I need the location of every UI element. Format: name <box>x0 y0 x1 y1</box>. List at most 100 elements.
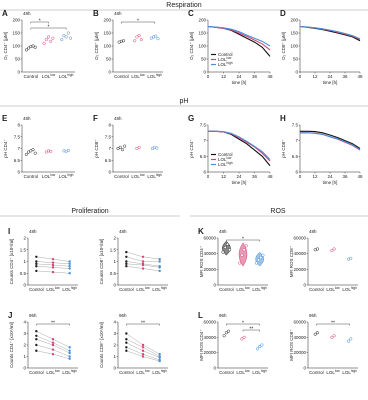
y-tick-label: 7 <box>295 138 298 143</box>
point <box>125 262 128 266</box>
point <box>118 145 122 149</box>
point <box>35 330 38 333</box>
point <box>68 357 71 360</box>
point <box>51 257 55 261</box>
point <box>51 263 55 267</box>
x-tick-label: 0 <box>207 74 210 79</box>
y-axis-label: MFI ROS CD8⁺ <box>289 245 294 277</box>
section-title: ROS <box>270 208 286 215</box>
point <box>125 260 128 263</box>
x-tick-label: 0 <box>299 174 302 179</box>
point <box>68 355 71 358</box>
point <box>121 39 126 43</box>
x-tick-label-sup: low <box>245 286 250 290</box>
point <box>49 149 53 153</box>
legend-label-sup: low <box>227 56 232 60</box>
point <box>154 34 158 38</box>
x-tick-label: 24 <box>236 74 242 79</box>
y-tick-label: 20000 <box>203 350 216 355</box>
x-tick-label: LOLhigh <box>252 369 267 375</box>
y-tick-label: 7.5 <box>14 134 21 139</box>
x-axis-label: time [h] <box>232 80 247 85</box>
x-tick-label: Control <box>119 287 134 292</box>
x-tick-label-base: LOL <box>59 174 68 179</box>
legend-label-sup: low <box>227 156 232 160</box>
panel-title: 96h <box>29 313 37 318</box>
panel-title: 48h <box>219 229 227 234</box>
x-tick-label: Control <box>219 287 234 292</box>
y-tick-label: 100 <box>198 44 206 49</box>
x-tick-label: 12 <box>221 174 227 179</box>
x-tick-label-base: LOL <box>59 74 68 79</box>
point <box>349 256 353 260</box>
y-tick-label: 1 <box>113 259 116 264</box>
significance-bracket <box>226 323 260 326</box>
panel-title: 48h <box>29 229 37 234</box>
x-tick-label-sup: low <box>140 173 145 177</box>
panel-letter: L <box>198 311 203 320</box>
point <box>349 337 353 341</box>
x-tick-label: 36 <box>342 74 348 79</box>
x-tick-label-base: LOL <box>131 74 140 79</box>
panel-title: 48h <box>114 11 122 16</box>
x-tick-label: LOLlow <box>236 369 250 375</box>
x-tick-label-base: LOL <box>136 370 145 375</box>
y-tick-label: 0.5 <box>20 271 27 276</box>
x-tick-label: LOLlow <box>236 286 250 292</box>
y-tick-label: 6.5 <box>14 158 21 163</box>
x-tick-label-sup: low <box>50 73 55 77</box>
x-tick-label: LOLhigh <box>147 173 162 179</box>
y-tick-label: 0 <box>113 366 116 371</box>
legend-label-base: LOL <box>218 62 227 67</box>
x-tick-label: Control <box>119 370 134 375</box>
point <box>68 265 71 268</box>
y-axis-label: Counts CD4⁺ [x10⁶/ml] <box>9 239 14 285</box>
panel-letter: C <box>188 9 194 18</box>
x-tick-label-sup: low <box>50 173 55 177</box>
y-axis-label: MFI ROS CD4⁺ <box>199 329 204 361</box>
point <box>119 39 123 43</box>
y-tick-label: 7.5 <box>292 123 299 128</box>
point <box>125 341 128 344</box>
point <box>244 244 248 248</box>
point <box>332 334 336 338</box>
x-tick-label: LOLlow <box>46 369 60 375</box>
x-tick-label: LOLhigh <box>152 369 167 375</box>
point <box>141 343 145 347</box>
y-axis-label: O₂ CD8⁺ [µM] <box>94 32 99 60</box>
y-tick-label: 7.5 <box>200 123 207 128</box>
point <box>68 262 71 266</box>
point <box>223 245 227 249</box>
point <box>68 267 71 270</box>
x-axis-label: time [h] <box>323 80 338 85</box>
point <box>158 359 161 363</box>
x-tick-label-base: Control <box>119 287 134 292</box>
legend-label-base: LOL <box>218 57 227 62</box>
point <box>313 332 317 336</box>
point <box>51 338 55 341</box>
point <box>141 353 145 356</box>
point <box>259 256 263 260</box>
y-tick-label: 8 <box>17 123 20 128</box>
x-tick-label: 0 <box>299 74 302 79</box>
point <box>51 341 55 344</box>
x-tick-label: 24 <box>236 174 242 179</box>
x-tick-label: LOLlow <box>131 173 145 179</box>
y-tick-label: 2 <box>113 343 116 348</box>
panel-title: 48h <box>309 229 317 234</box>
x-tick-label: 12 <box>312 74 318 79</box>
y-tick-label: 40000 <box>203 251 216 256</box>
legend-label: Control <box>218 52 233 57</box>
significance-bracket <box>126 323 160 326</box>
point <box>35 334 38 337</box>
point <box>260 343 264 347</box>
y-axis-label: pH CD4⁺ <box>189 139 194 158</box>
panel-letter: J <box>8 311 12 320</box>
x-tick-label-sup: high <box>261 286 267 290</box>
point <box>68 272 71 275</box>
point <box>44 37 48 42</box>
point <box>224 331 228 335</box>
y-tick-label: 150 <box>12 31 20 36</box>
point <box>68 351 71 355</box>
